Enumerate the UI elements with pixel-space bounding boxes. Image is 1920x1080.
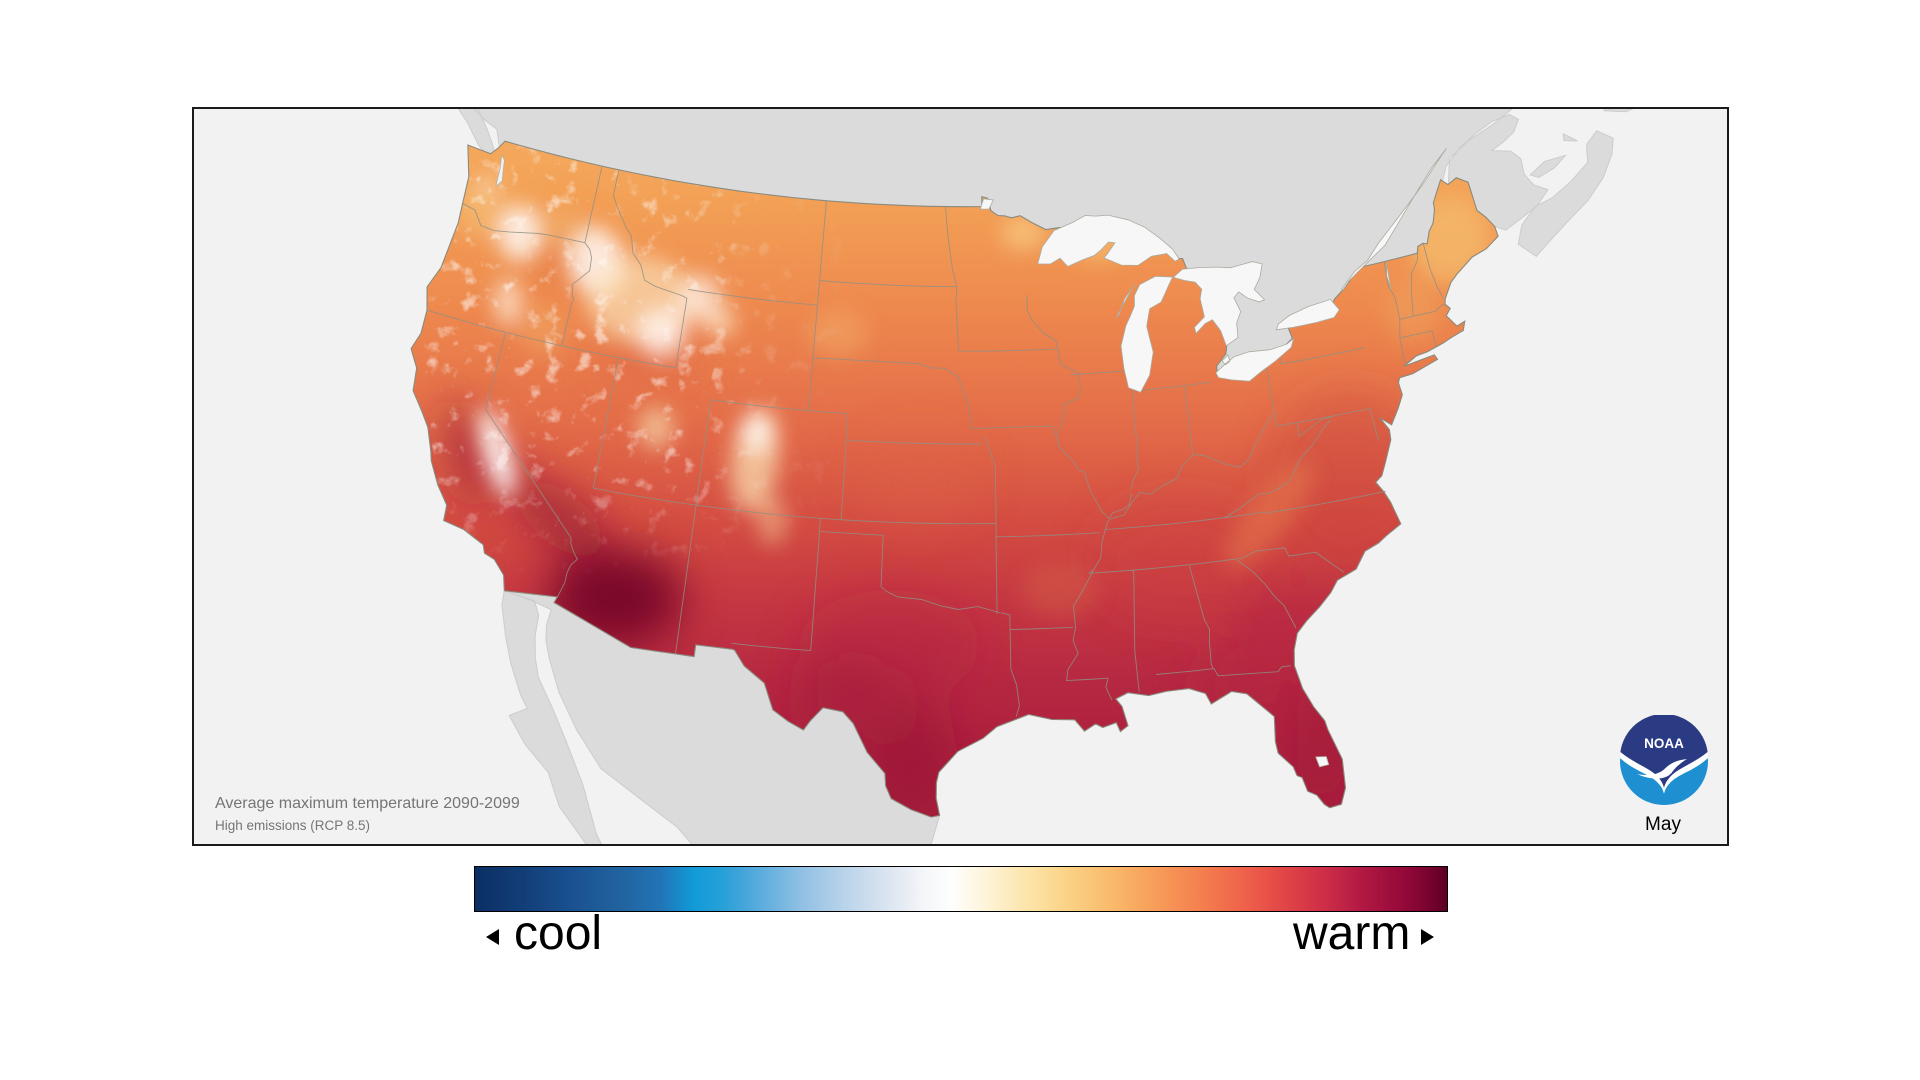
svg-text:NOAA: NOAA: [1644, 736, 1684, 751]
